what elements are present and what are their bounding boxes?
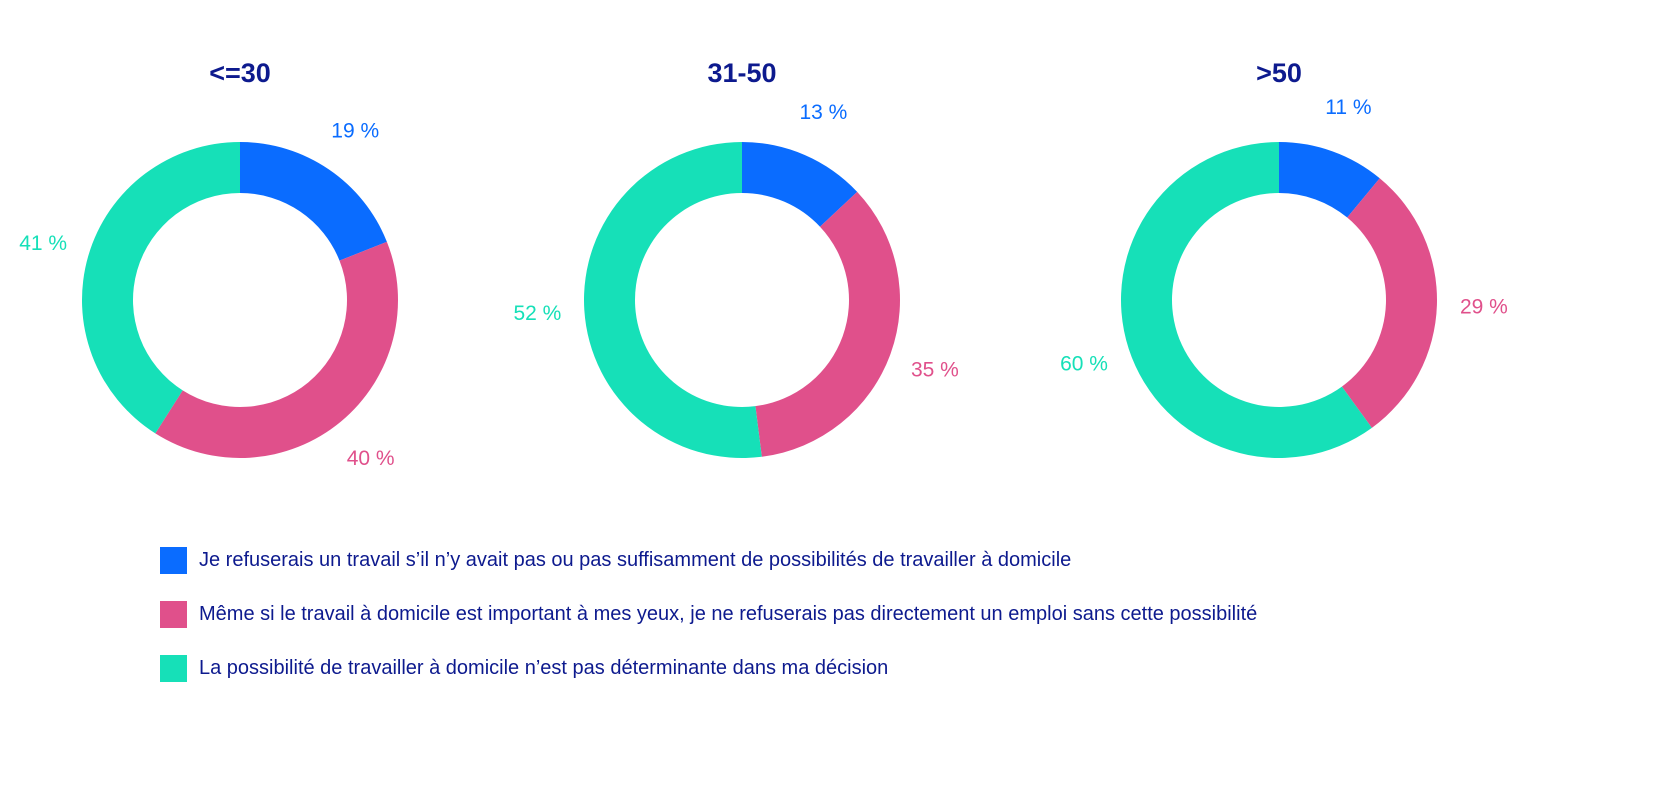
donut-slice-important (755, 191, 901, 457)
chart-title: >50 (1256, 58, 1302, 88)
legend-item-important: Même si le travail à domicile est import… (160, 599, 1580, 629)
donut-slice-important (1341, 178, 1437, 428)
legend-swatch-teal (160, 654, 187, 682)
donut-slice-not-decisive (584, 142, 762, 458)
donut-chart-2: 31-50 13 % 35 % 52 % (513, 58, 959, 458)
donut-chart-3: >50 11 % 29 % 60 % (1060, 58, 1508, 458)
legend-item-refuse: Je refuserais un travail s’il n’y avait … (160, 545, 1580, 575)
donut-slice-refuse (1279, 142, 1380, 218)
slice-value-label: 29 % (1460, 295, 1508, 318)
legend-item-not-decisive: La possibilité de travailler à domicile … (160, 653, 1580, 683)
slice-value-label: 13 % (799, 101, 847, 124)
donut-slice-refuse (742, 142, 858, 227)
legend-label-refuse: Je refuserais un travail s’il n’y avait … (199, 548, 1072, 571)
slice-value-label: 11 % (1325, 96, 1371, 119)
slice-value-label: 41 % (19, 232, 67, 255)
donut-slice-not-decisive (1121, 142, 1372, 458)
legend-label-important: Même si le travail à domicile est import… (199, 602, 1258, 625)
donut-slice-refuse (240, 142, 387, 261)
slice-value-label: 35 % (911, 358, 959, 381)
donut-slice-not-decisive (81, 142, 241, 434)
slice-value-label: 60 % (1060, 352, 1108, 375)
chart-title: 31-50 (707, 58, 776, 88)
slice-value-label: 52 % (513, 302, 561, 325)
legend-label-not-decisive: La possibilité de travailler à domicile … (199, 656, 889, 679)
legend-swatch-pink (160, 600, 187, 628)
legend-swatch-blue (160, 546, 187, 574)
chart-title: <=30 (209, 58, 271, 88)
donut-slice-important (155, 241, 399, 459)
legend: Je refuserais un travail s’il n’y avait … (160, 545, 1580, 707)
donut-chart-1: <=30 19 % 40 % 41 % (19, 58, 399, 470)
slice-value-label: 40 % (347, 447, 395, 470)
slice-value-label: 19 % (331, 119, 379, 142)
